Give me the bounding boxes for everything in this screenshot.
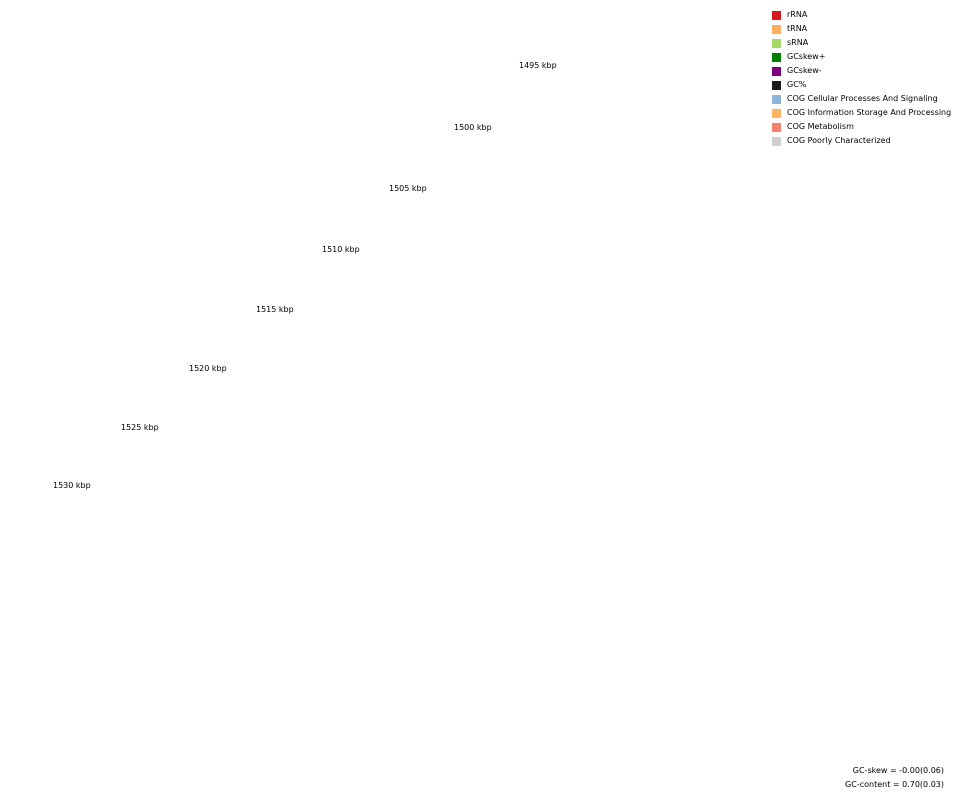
- legend-label: COG Poorly Characterized: [787, 136, 891, 145]
- legend-item-cog-information: COG Information Storage And Processing: [772, 106, 951, 120]
- legend-item-gcskew-plus: GCskew+: [772, 50, 951, 64]
- cog-metabolism-swatch-icon: [772, 122, 781, 132]
- cog-cellular-swatch-icon: [772, 94, 781, 104]
- legend-item-gcskew-minus: GCskew-: [772, 64, 951, 78]
- legend-item-cog-cellular: COG Cellular Processes And Signaling: [772, 92, 951, 106]
- position-label: 1495 kbp: [519, 61, 557, 70]
- position-label: 1500 kbp: [454, 123, 492, 132]
- legend: rRNA tRNA sRNA GCskew+ GCskew- GC% COG C…: [772, 8, 951, 148]
- legend-label: rRNA: [787, 10, 808, 19]
- legend-label: GCskew+: [787, 52, 826, 61]
- cog-information-swatch-icon: [772, 108, 781, 118]
- legend-label: GCskew-: [787, 66, 822, 75]
- gc-skew-stat: GC-skew = -0.00(0.06): [852, 766, 944, 775]
- position-label: 1510 kbp: [322, 245, 360, 254]
- position-label: 1505 kbp: [389, 184, 427, 193]
- position-label: 1515 kbp: [256, 305, 294, 314]
- trna-swatch-icon: [772, 24, 781, 34]
- srna-swatch-icon: [772, 38, 781, 48]
- position-label: 1530 kbp: [53, 481, 91, 490]
- legend-item-trna: tRNA: [772, 22, 951, 36]
- legend-label: COG Cellular Processes And Signaling: [787, 94, 938, 103]
- legend-item-srna: sRNA: [772, 36, 951, 50]
- legend-label: GC%: [787, 80, 807, 89]
- gcskew-plus-swatch-icon: [772, 52, 781, 62]
- position-labels: 1495 kbp 1500 kbp 1505 kbp 1510 kbp 1515…: [53, 61, 557, 490]
- legend-item-rrna: rRNA: [772, 8, 951, 22]
- legend-label: COG Metabolism: [787, 122, 854, 131]
- gc-content-stat: GC-content = 0.70(0.03): [845, 780, 944, 789]
- position-label: 1520 kbp: [189, 364, 227, 373]
- legend-item-gc-percent: GC%: [772, 78, 951, 92]
- position-label: 1525 kbp: [121, 423, 159, 432]
- rrna-swatch-icon: [772, 10, 781, 20]
- genome-stats: GC-skew = -0.00(0.06) GC-content = 0.70(…: [845, 764, 944, 792]
- cog-poorly-swatch-icon: [772, 136, 781, 146]
- gcskew-minus-swatch-icon: [772, 66, 781, 76]
- legend-label: tRNA: [787, 24, 808, 33]
- legend-item-cog-metabolism: COG Metabolism: [772, 120, 951, 134]
- legend-item-cog-poorly: COG Poorly Characterized: [772, 134, 951, 148]
- gc-percent-swatch-icon: [772, 80, 781, 90]
- legend-label: sRNA: [787, 38, 809, 47]
- legend-label: COG Information Storage And Processing: [787, 108, 952, 117]
